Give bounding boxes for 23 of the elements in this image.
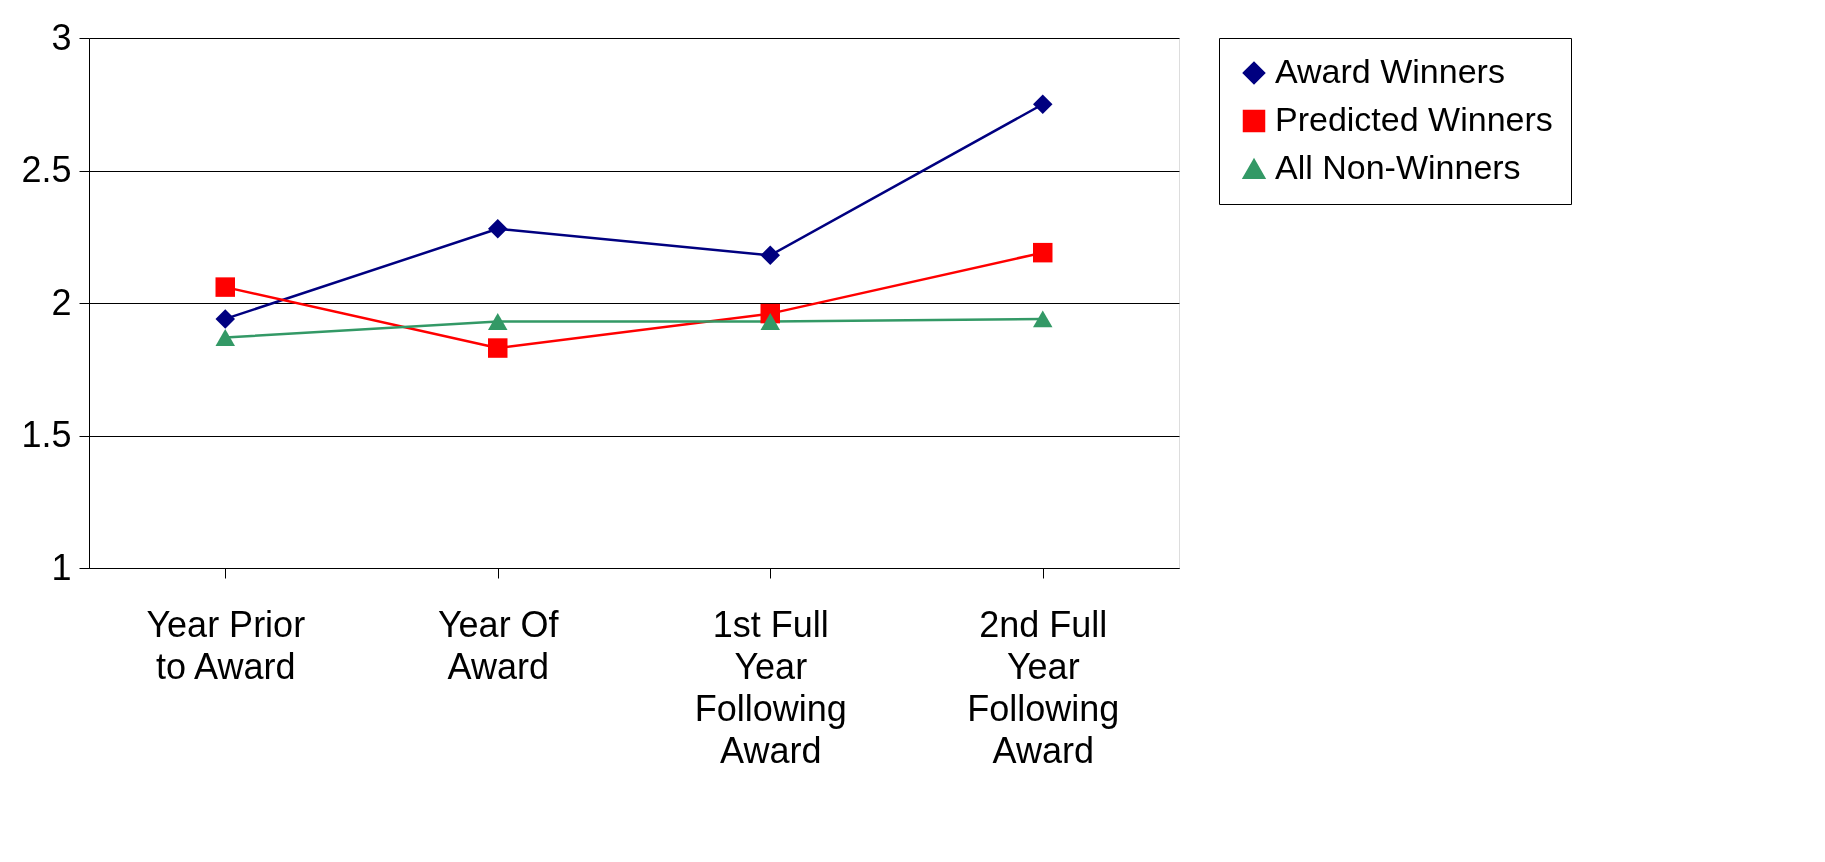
legend-label: Award Winners (1275, 52, 1505, 90)
y-tick-label: 3 (51, 16, 72, 58)
point (488, 219, 508, 239)
y-tick-label: 1.5 (21, 414, 72, 455)
x-tick-label: 1st Full Year Following Award (694, 603, 847, 771)
point (215, 329, 235, 346)
legend-label: Predicted Winners (1275, 100, 1553, 138)
point (1033, 94, 1053, 114)
point (1033, 242, 1053, 263)
y-tick-label: 1 (51, 546, 72, 588)
point (760, 313, 780, 330)
y-tick-label: 2 (51, 281, 72, 323)
point (215, 309, 235, 329)
legend-label: All Non-Winners (1275, 148, 1521, 186)
x-tick-label: Year Prior to Award (146, 603, 306, 687)
point (760, 245, 780, 266)
point (1033, 310, 1053, 328)
y-tick-label: 2.5 (21, 149, 72, 190)
point (488, 313, 508, 330)
point (488, 338, 508, 358)
x-tick-label: 2nd Full Year Following Award (967, 603, 1120, 771)
point (215, 277, 235, 297)
x-tick-label: Year Of Award (437, 603, 560, 687)
